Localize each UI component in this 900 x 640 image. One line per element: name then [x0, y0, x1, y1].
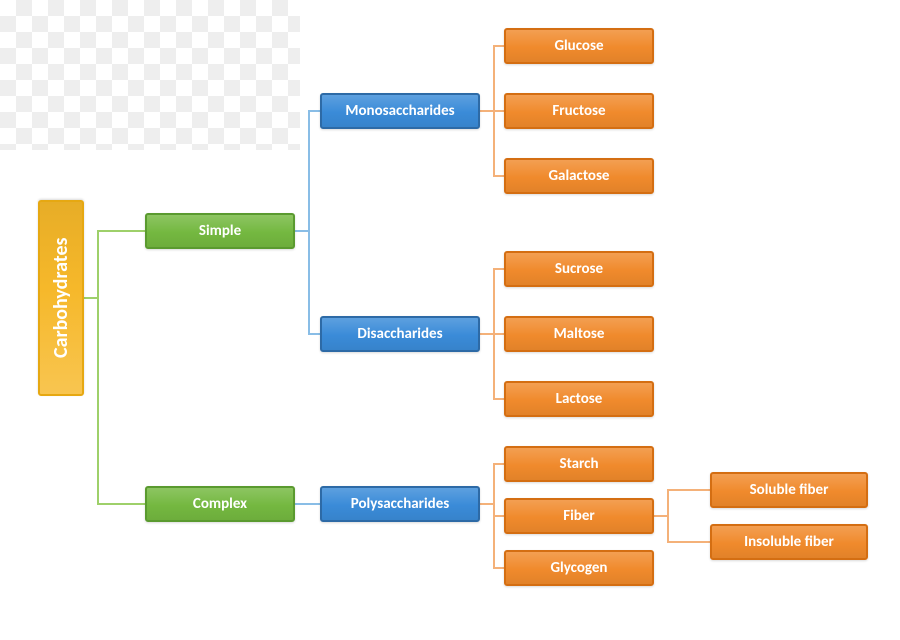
node-glycogen: Glycogen — [504, 550, 654, 586]
node-solfiber: Soluble fiber — [710, 472, 868, 508]
node-poly: Polysaccharides — [320, 486, 480, 522]
node-root: Carbohydrates — [38, 200, 84, 396]
diagram-canvas: Carbohydrates Simple Complex Monosaccharide… — [0, 0, 900, 640]
node-galactose: Galactose — [504, 158, 654, 194]
node-mono: Monosaccharides — [320, 93, 480, 129]
node-complex: Complex — [145, 486, 295, 522]
node-maltose: Maltose — [504, 316, 654, 352]
node-di: Disaccharides — [320, 316, 480, 352]
node-fiber: Fiber — [504, 498, 654, 534]
node-glucose: Glucose — [504, 28, 654, 64]
node-fructose: Fructose — [504, 93, 654, 129]
node-simple: Simple — [145, 213, 295, 249]
node-sucrose: Sucrose — [504, 251, 654, 287]
node-insolfiber: Insoluble fiber — [710, 524, 868, 560]
node-starch: Starch — [504, 446, 654, 482]
checker-background — [0, 0, 300, 150]
node-lactose: Lactose — [504, 381, 654, 417]
